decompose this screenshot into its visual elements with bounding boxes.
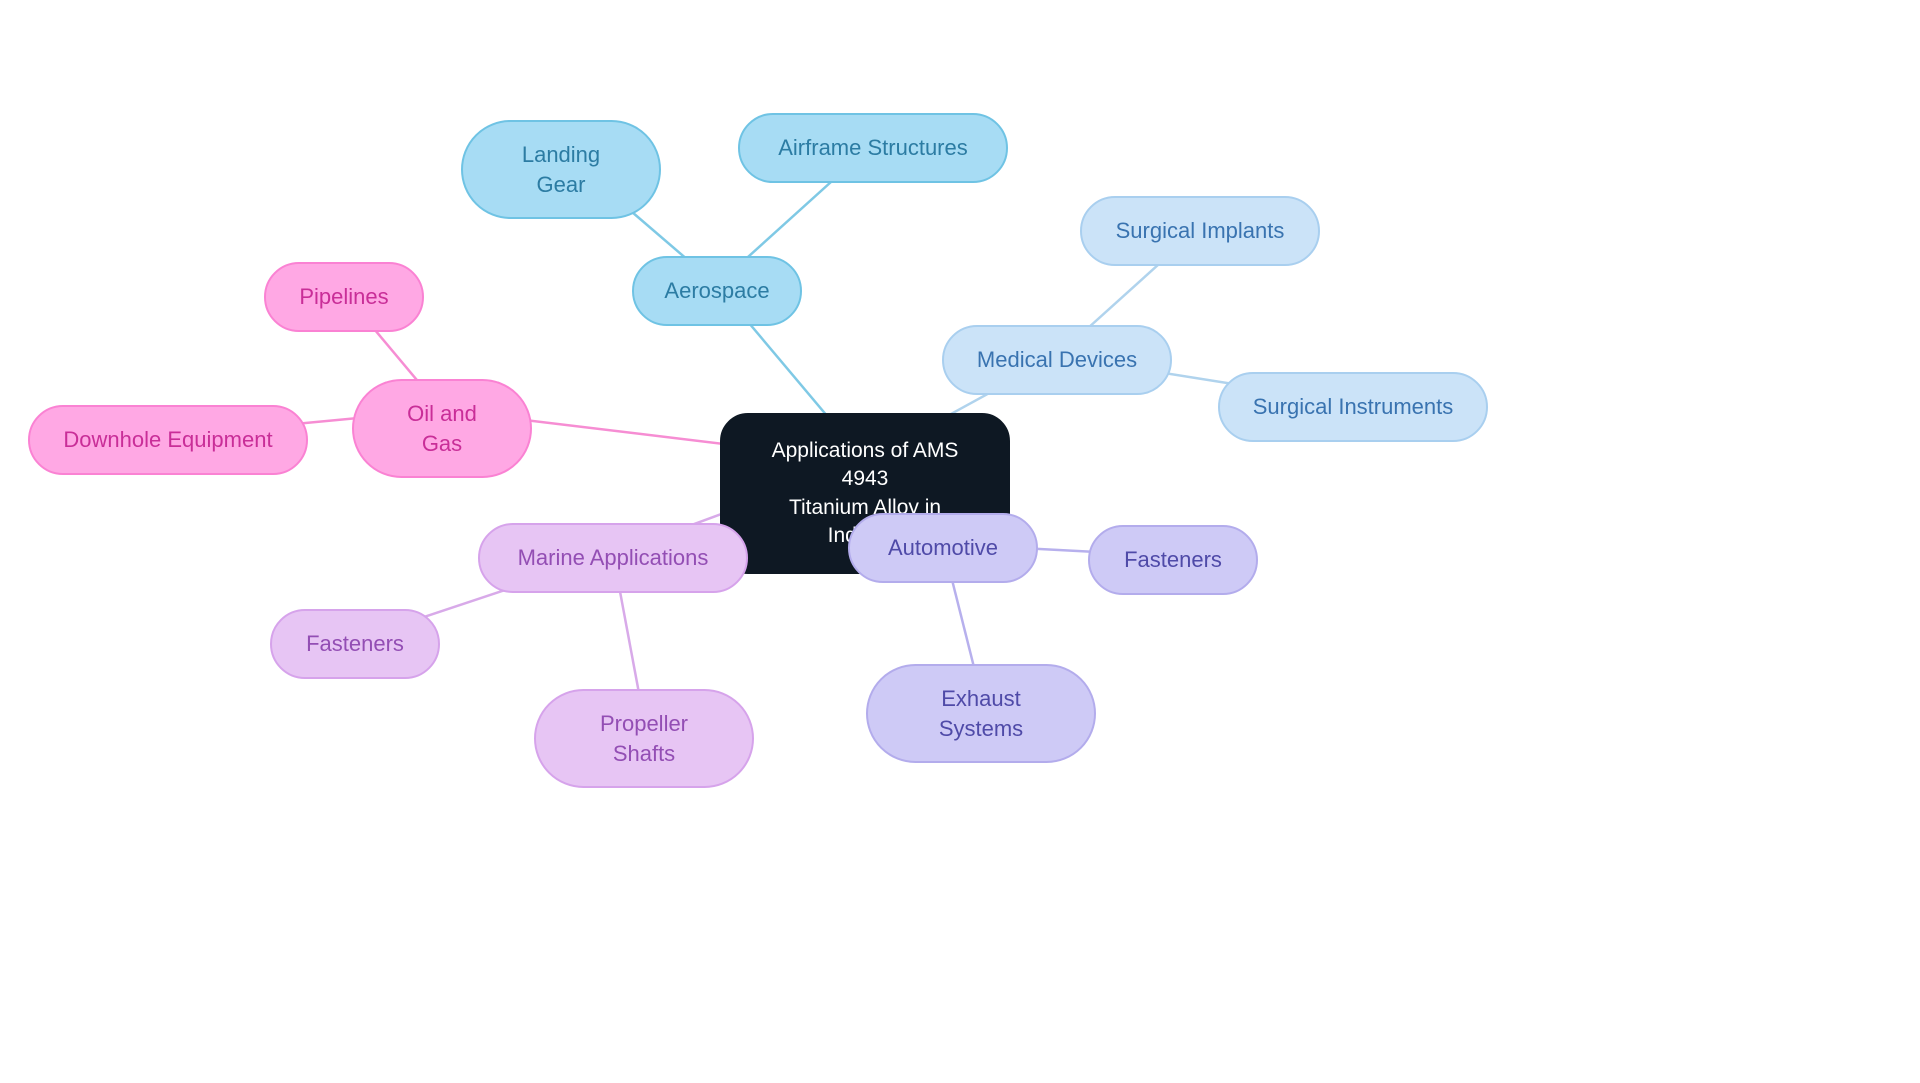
- leaf-pipelines: Pipelines: [264, 262, 424, 332]
- branch-marine-applications: Marine Applications: [478, 523, 748, 593]
- branch-medical-devices: Medical Devices: [942, 325, 1172, 395]
- branch-oil-and-gas: Oil and Gas: [352, 379, 532, 478]
- leaf-surgical-instruments: Surgical Instruments: [1218, 372, 1488, 442]
- leaf-downhole-equipment: Downhole Equipment: [28, 405, 308, 475]
- leaf-landing-gear: Landing Gear: [461, 120, 661, 219]
- leaf-fasteners-marine: Fasteners: [270, 609, 440, 679]
- leaf-fasteners-auto: Fasteners: [1088, 525, 1258, 595]
- leaf-propeller-shafts: Propeller Shafts: [534, 689, 754, 788]
- branch-aerospace: Aerospace: [632, 256, 802, 326]
- leaf-exhaust-systems: Exhaust Systems: [866, 664, 1096, 763]
- branch-automotive: Automotive: [848, 513, 1038, 583]
- leaf-airframe-structures: Airframe Structures: [738, 113, 1008, 183]
- leaf-surgical-implants: Surgical Implants: [1080, 196, 1320, 266]
